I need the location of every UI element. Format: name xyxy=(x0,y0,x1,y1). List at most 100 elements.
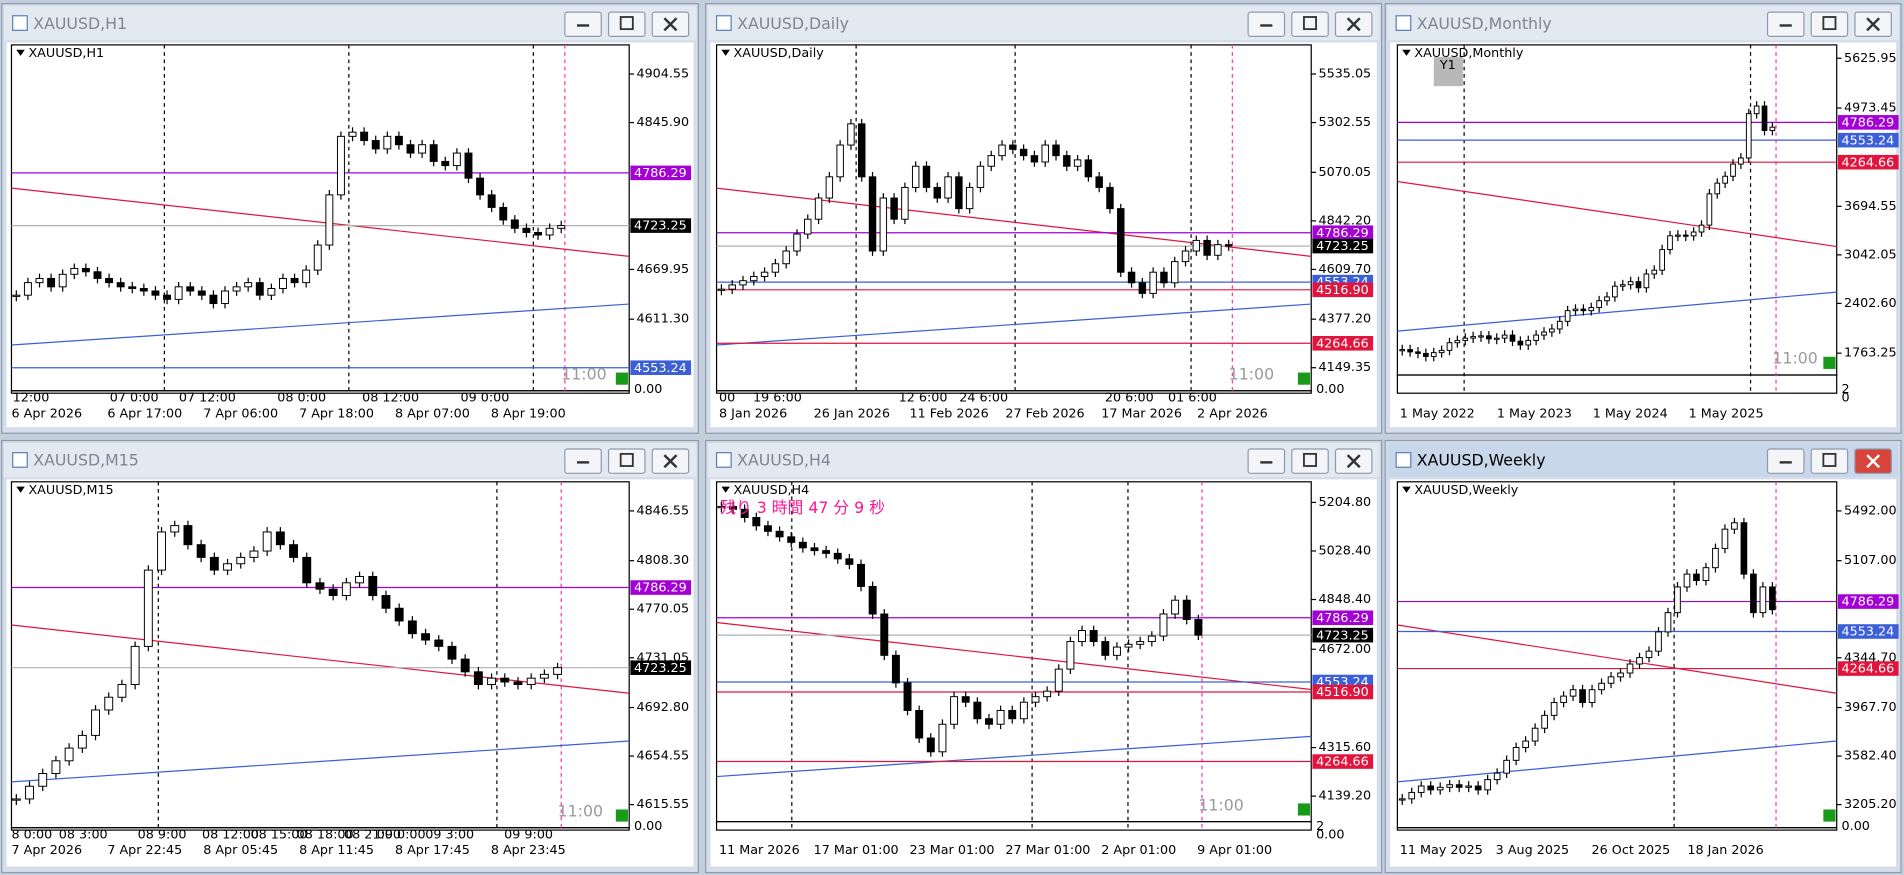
candle xyxy=(93,271,102,279)
candle xyxy=(441,160,450,167)
maximize-button[interactable] xyxy=(1291,11,1329,38)
sub-window xyxy=(1396,374,1838,394)
candle xyxy=(139,288,148,292)
time-label: 1 May 2025 xyxy=(1689,406,1764,421)
chart-area xyxy=(6,479,694,867)
candle xyxy=(232,286,241,292)
candle xyxy=(434,639,444,647)
price-label: 5492.00 xyxy=(1844,503,1897,518)
candle xyxy=(313,244,322,271)
trend-line xyxy=(11,187,630,257)
time-label-top: 01 6:00 xyxy=(1168,391,1217,406)
time-label-top: 12:00 xyxy=(13,391,50,406)
candle xyxy=(104,696,114,711)
candle xyxy=(476,177,485,196)
chart-label: XAUUSD,H4 xyxy=(734,483,810,498)
candle xyxy=(1455,784,1463,788)
icon xyxy=(619,16,634,31)
maximize-button[interactable] xyxy=(1810,11,1849,38)
sub-window xyxy=(715,820,1312,831)
countdown: 残り 3 時間 47 分 9 秒 xyxy=(720,498,885,517)
candle xyxy=(1564,310,1571,322)
price-label: 4139.20 xyxy=(1319,789,1372,804)
candle xyxy=(58,273,67,288)
candle xyxy=(836,144,844,178)
time-label-top: 09 0:00 xyxy=(460,391,509,406)
candle xyxy=(1731,522,1738,530)
price-label: 3582.40 xyxy=(1844,749,1897,764)
candle xyxy=(328,588,338,597)
candle xyxy=(545,227,554,236)
candle xyxy=(1714,182,1721,195)
candle xyxy=(1674,586,1681,614)
time-label: 8 Apr 23:45 xyxy=(491,843,566,858)
maximize-button[interactable] xyxy=(607,11,646,38)
candle xyxy=(1579,689,1586,704)
candle xyxy=(771,263,780,273)
icon xyxy=(1303,452,1317,467)
level-badge xyxy=(1837,624,1899,639)
candle xyxy=(938,723,947,753)
candle xyxy=(1550,702,1558,716)
time-label-top: 08 21:00 xyxy=(344,827,401,842)
candle xyxy=(926,737,935,753)
time-label: 9 Apr 01:00 xyxy=(1197,843,1272,858)
candle xyxy=(221,290,229,305)
candle xyxy=(879,197,888,252)
candle xyxy=(513,681,523,686)
candle xyxy=(880,613,889,656)
candle xyxy=(1512,747,1520,761)
chart-label: XAUUSD,Monthly xyxy=(1414,46,1523,61)
level-badge xyxy=(1837,154,1899,170)
candle xyxy=(209,556,219,571)
time-label: 7 Apr 2026 xyxy=(11,843,82,858)
level-label: 4264.66 xyxy=(1316,755,1369,770)
chart-area xyxy=(6,42,694,428)
period-button[interactable] xyxy=(1433,57,1463,87)
candle xyxy=(1399,349,1406,352)
candle xyxy=(1427,785,1435,791)
chart-menu-arrow xyxy=(721,49,730,56)
maximize-button[interactable] xyxy=(1291,448,1329,474)
auto-trade-indicator xyxy=(615,809,628,822)
level-label: 4264.66 xyxy=(1842,662,1895,677)
auto-trade-indicator xyxy=(1823,809,1836,822)
candle xyxy=(1430,352,1437,357)
time-label-top: 09 3:00 xyxy=(425,827,474,842)
candle xyxy=(1619,284,1626,287)
time-label: 8 Apr 05:45 xyxy=(203,843,278,858)
candle xyxy=(868,176,877,252)
price-label: 4848.40 xyxy=(1319,592,1372,607)
candle xyxy=(557,225,566,229)
maximize-button[interactable] xyxy=(1810,448,1849,474)
candle xyxy=(798,541,807,549)
candle xyxy=(1759,586,1767,614)
price-label: 3967.70 xyxy=(1844,700,1897,715)
time-label: 2 Apr 2026 xyxy=(1197,406,1268,421)
candle xyxy=(1698,224,1705,233)
candle xyxy=(973,701,982,720)
candle xyxy=(499,206,508,221)
candle xyxy=(1408,791,1416,800)
level-badge xyxy=(630,165,692,181)
candle xyxy=(418,144,427,154)
chart-area xyxy=(1390,479,1897,867)
candle xyxy=(325,194,334,246)
candle xyxy=(355,575,365,584)
candle xyxy=(23,282,32,296)
trend-line xyxy=(11,624,630,694)
candle xyxy=(1612,285,1618,298)
candle xyxy=(729,506,738,510)
candle xyxy=(1627,281,1634,286)
time-label-top: 07 0:00 xyxy=(110,391,159,406)
level-label: 4264.66 xyxy=(1316,336,1369,351)
candle xyxy=(157,531,166,571)
chart-window: XAUUSD,M154846.554808.304770.054731.0546… xyxy=(1,439,699,874)
candle xyxy=(1095,176,1103,188)
candle xyxy=(70,267,79,275)
candle xyxy=(35,277,44,284)
candle xyxy=(1712,547,1719,569)
maximize-button[interactable] xyxy=(607,448,646,474)
candle xyxy=(1117,208,1125,273)
